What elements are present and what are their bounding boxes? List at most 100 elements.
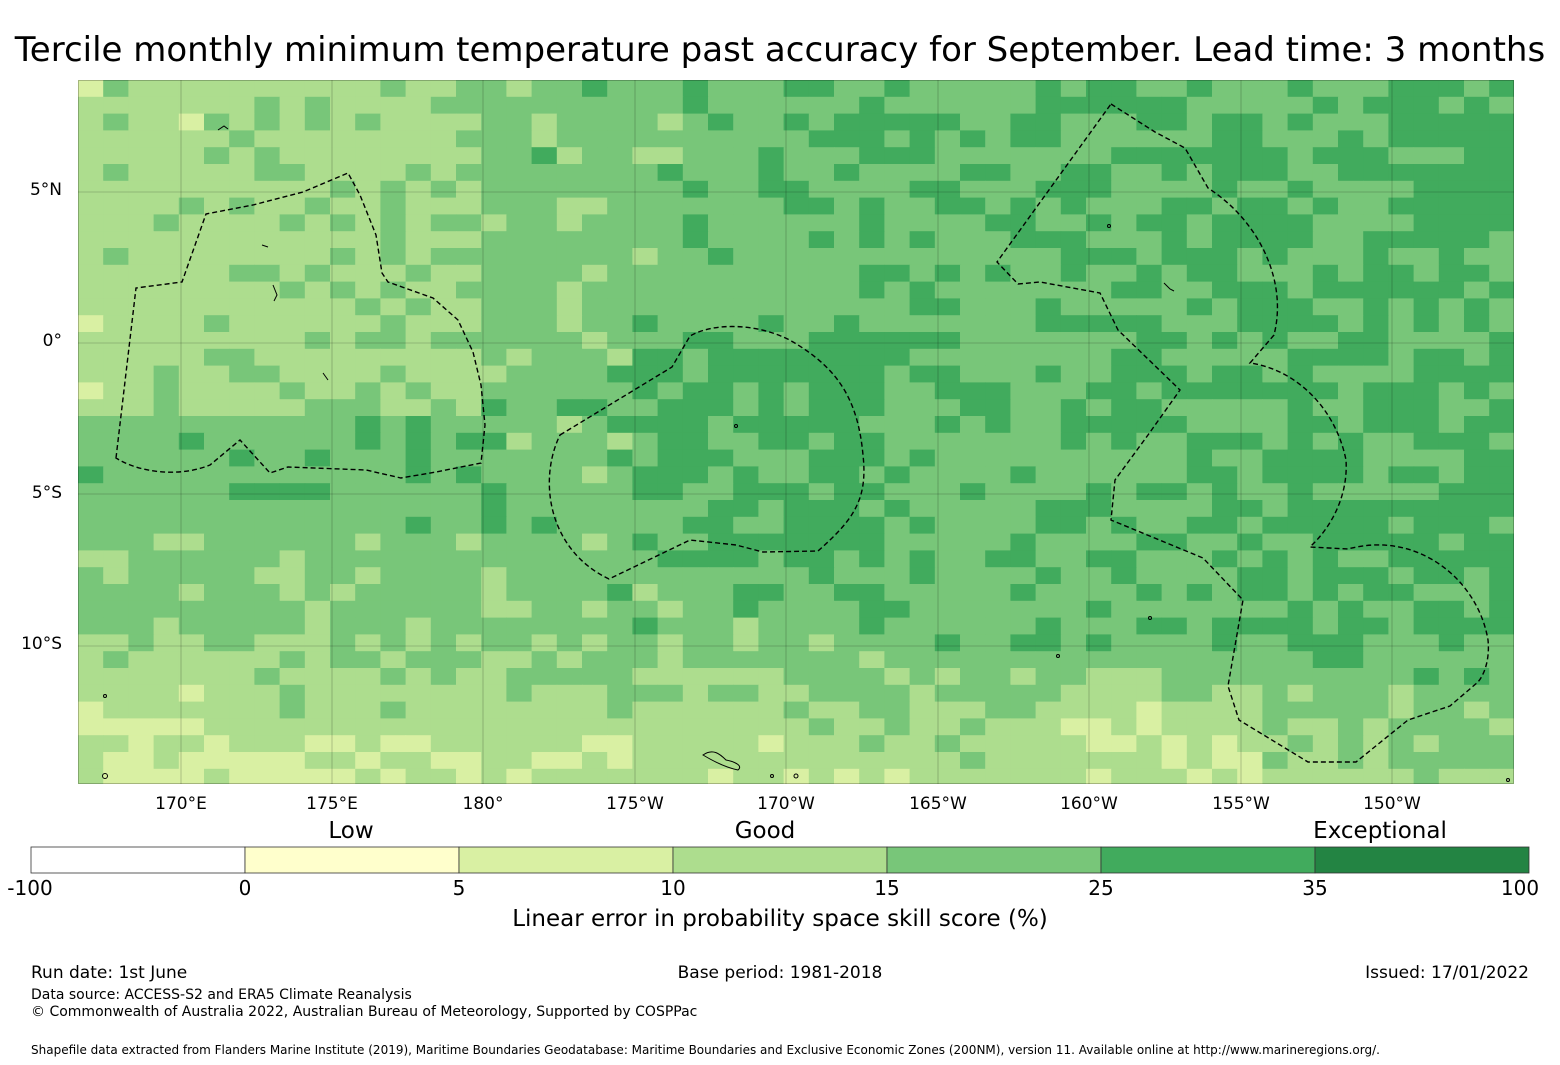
- skill-cell: [78, 617, 104, 635]
- skill-cell: [733, 298, 759, 316]
- skill-cell: [1262, 130, 1289, 148]
- skill-cell: [1186, 449, 1213, 467]
- skill-cell: [229, 567, 255, 585]
- skill-cell: [1338, 332, 1364, 350]
- skill-cell: [1262, 147, 1289, 165]
- skill-cell: [1237, 399, 1263, 417]
- skill-cell: [355, 281, 381, 299]
- skill-cell: [229, 332, 255, 350]
- skill-cell: [1438, 264, 1465, 283]
- skill-cell: [229, 164, 255, 182]
- skill-cell: [1489, 768, 1514, 784]
- skill-cell: [960, 483, 986, 501]
- skill-cell: [884, 500, 911, 518]
- skill-cell: [934, 600, 961, 619]
- skill-cell: [834, 600, 860, 619]
- skill-cell: [103, 600, 129, 619]
- skill-cell: [1186, 399, 1213, 417]
- skill-cell: [229, 701, 255, 719]
- skill-cell: [481, 483, 507, 501]
- skill-cell: [909, 634, 936, 652]
- skill-cell: [1413, 197, 1440, 215]
- skill-cell: [1136, 231, 1163, 249]
- skill-cell: [808, 332, 835, 350]
- skill-cell: [834, 264, 860, 283]
- skill-cell: [330, 768, 356, 784]
- skill-cell: [934, 500, 961, 518]
- skill-cell: [884, 533, 911, 551]
- skill-cell: [1489, 80, 1514, 98]
- skill-cell: [1060, 416, 1087, 434]
- skill-cell: [1060, 701, 1087, 719]
- skill-cell: [304, 180, 331, 199]
- skill-cell: [1136, 651, 1163, 669]
- skill-cell: [456, 634, 482, 652]
- skill-cell: [1010, 264, 1037, 283]
- skill-cell: [481, 298, 507, 316]
- skill-cell: [1086, 416, 1112, 434]
- skill-cell: [607, 533, 633, 551]
- skill-cell: [985, 147, 1011, 165]
- skill-cell: [1086, 315, 1112, 333]
- skill-cell: [607, 768, 633, 784]
- skill-cells: [78, 80, 1514, 784]
- skill-cell: [355, 197, 381, 215]
- skill-cell: [229, 197, 255, 215]
- skill-cell: [430, 752, 457, 770]
- skill-cell: [380, 399, 407, 417]
- skill-cell: [632, 264, 659, 283]
- skill-cell: [1338, 567, 1364, 585]
- skill-cell: [1212, 197, 1238, 215]
- skill-cell: [582, 164, 608, 182]
- skill-cell: [1237, 768, 1263, 784]
- skill-cell: [808, 651, 835, 669]
- skill-cell: [1186, 752, 1213, 770]
- skill-cell: [909, 264, 936, 283]
- skill-cell: [204, 718, 230, 736]
- skill-cell: [1010, 348, 1037, 367]
- skill-cell: [103, 96, 129, 115]
- skill-cell: [884, 231, 911, 249]
- skill-cell: [178, 500, 205, 518]
- skill-cell: [1388, 298, 1415, 316]
- skill-cell: [783, 449, 810, 467]
- skill-cell: [884, 382, 911, 400]
- skill-cell: [834, 516, 860, 535]
- skill-cell: [783, 298, 810, 316]
- skill-cell: [1212, 516, 1238, 535]
- skill-cell: [1413, 533, 1440, 551]
- skill-cell: [834, 668, 860, 686]
- skill-cell: [1413, 617, 1440, 635]
- skill-cell: [808, 264, 835, 283]
- skill-cell: [204, 533, 230, 551]
- skill-cell: [1136, 567, 1163, 585]
- skill-cell: [128, 701, 155, 719]
- skill-cell: [355, 617, 381, 635]
- skill-cell: [1161, 399, 1188, 417]
- skill-cell: [178, 214, 205, 232]
- skill-cell: [1464, 701, 1490, 719]
- skill-cell: [78, 214, 104, 232]
- skill-cell: [78, 684, 104, 703]
- skill-cell: [708, 432, 734, 451]
- skill-cell: [456, 248, 482, 266]
- skill-cell: [1489, 600, 1514, 619]
- skill-cell: [1312, 113, 1339, 131]
- skill-cell: [1212, 113, 1238, 131]
- skill-cell: [330, 298, 356, 316]
- skill-cell: [1136, 214, 1163, 232]
- skill-cell: [1312, 332, 1339, 350]
- skill-cell: [405, 416, 432, 434]
- skill-cell: [1161, 214, 1188, 232]
- skill-cell: [859, 550, 885, 568]
- skill-cell: [128, 584, 155, 602]
- skill-cell: [304, 416, 331, 434]
- skill-cell: [582, 315, 608, 333]
- skill-cell: [178, 668, 205, 686]
- skill-cell: [355, 164, 381, 182]
- skill-cell: [405, 752, 432, 770]
- skill-cell: [1413, 298, 1440, 316]
- skill-cell: [582, 248, 608, 266]
- skill-cell: [934, 180, 961, 199]
- skill-cell: [1161, 365, 1188, 383]
